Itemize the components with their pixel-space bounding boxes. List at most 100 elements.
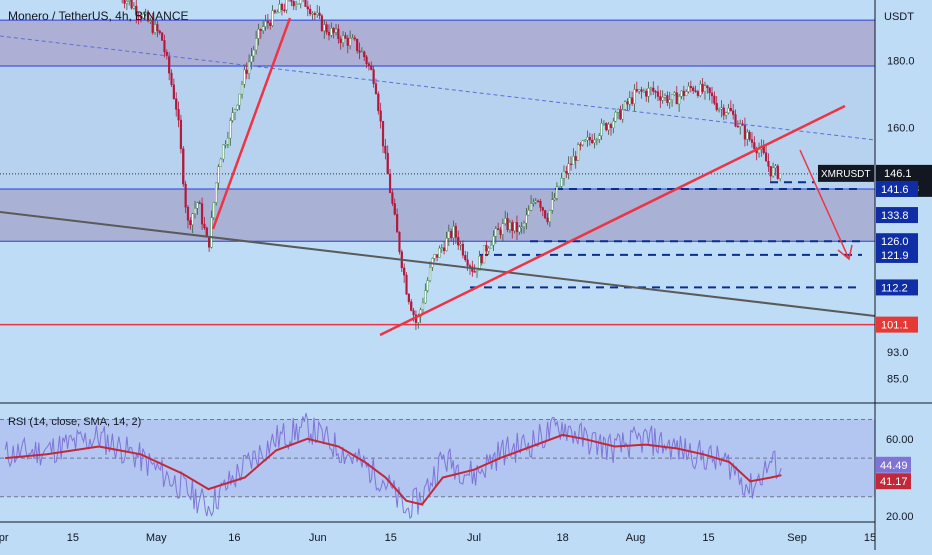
candle-body: [168, 55, 171, 74]
candle-body: [520, 226, 523, 228]
candle-body: [191, 213, 194, 226]
candle-body: [179, 119, 183, 149]
rsi-panel: [0, 402, 932, 520]
candle-body: [774, 165, 777, 169]
candle-body: [363, 51, 366, 58]
candle-body: [694, 90, 697, 93]
candle-body: [703, 85, 707, 92]
time-axis-tick: Aug: [626, 532, 646, 544]
candle-body: [619, 108, 622, 120]
candle-body: [313, 12, 316, 15]
candle-body: [649, 87, 653, 90]
candle-body: [184, 183, 187, 208]
candle-body: [447, 231, 450, 239]
candle-body: [297, 3, 300, 5]
candle-body: [717, 109, 721, 111]
candle-body: [621, 109, 624, 120]
candle-body: [675, 92, 678, 105]
candle-body: [534, 200, 537, 203]
candle-body: [186, 207, 190, 221]
candle-body: [656, 91, 660, 97]
candle-body: [372, 69, 375, 84]
candle-body: [182, 148, 185, 185]
candle-body: [424, 290, 427, 304]
candle-body: [285, 0, 288, 11]
candle-body: [734, 114, 737, 127]
candle-body: [410, 301, 413, 311]
candle-body: [370, 65, 373, 70]
rsi-value-badge: [876, 456, 911, 473]
candle-body: [144, 12, 147, 15]
candle-body: [670, 94, 674, 100]
candle-body: [212, 202, 215, 218]
range-shade: [0, 65, 875, 242]
candle-body: [750, 139, 754, 143]
candle-body: [440, 247, 443, 249]
candle-body: [238, 93, 241, 106]
candle-body: [196, 202, 199, 209]
candle-body: [353, 37, 356, 40]
candle-body: [623, 101, 627, 110]
candle-body: [746, 131, 749, 140]
time-axis-tick: 15: [67, 532, 79, 544]
candle-body: [689, 86, 692, 89]
candle-body: [652, 87, 655, 92]
trend-drawings: [0, 17, 876, 337]
rsi-sma-line: [5, 433, 782, 506]
candle-body: [727, 107, 730, 114]
candle-body: [696, 91, 700, 96]
candle-body: [560, 178, 563, 187]
time-axis-tick: 15: [864, 532, 876, 544]
candle-body: [151, 20, 154, 33]
candle-body: [156, 24, 159, 32]
candle-body: [450, 231, 453, 238]
level-price-label: 133.8: [881, 210, 909, 222]
candle-body: [280, 4, 284, 11]
candle-body: [475, 270, 479, 272]
time-axis-tick: 15: [385, 532, 397, 544]
candle-body: [764, 152, 768, 162]
candle-body: [661, 97, 664, 101]
candle-body: [605, 123, 608, 131]
candle-body: [546, 217, 549, 223]
candle-body: [316, 12, 319, 15]
candle-body: [537, 200, 540, 203]
rsi-line: [4, 412, 782, 520]
candle-body: [635, 89, 638, 92]
candle-body: [468, 265, 472, 268]
candle-body: [433, 254, 436, 259]
candle-body: [358, 50, 361, 53]
candle-body: [219, 158, 222, 167]
candle-body: [386, 152, 389, 175]
candle-body: [320, 15, 324, 31]
candle-body: [396, 214, 399, 233]
candle-body: [600, 123, 603, 136]
candle-body: [685, 91, 688, 96]
candle-body: [748, 131, 751, 140]
candle-body: [130, 0, 133, 9]
candle-body: [772, 167, 775, 177]
candle-body: [374, 83, 378, 95]
candle-body: [741, 123, 744, 126]
candle-body: [203, 223, 206, 229]
candle-body: [438, 247, 441, 258]
candle-body: [612, 120, 615, 128]
candle-body: [616, 108, 620, 113]
time-axis-tick: 18: [557, 532, 569, 544]
candle-body: [443, 247, 446, 252]
candle-body: [515, 222, 519, 233]
candle-body: [494, 228, 497, 237]
symbol-tag: XMRUSDT: [821, 169, 870, 180]
candle-body: [591, 139, 594, 143]
candle-body: [365, 56, 368, 64]
candle-body: [170, 72, 173, 85]
symbol-title: Monero / TetherUS, 4h, BINANCE: [8, 9, 189, 23]
price-axis-tick: 85.0: [887, 374, 908, 386]
candle-body: [753, 142, 756, 150]
candle-body: [452, 226, 455, 238]
candle-body: [499, 229, 502, 235]
candle-body: [200, 203, 204, 225]
candle-body: [710, 92, 714, 97]
